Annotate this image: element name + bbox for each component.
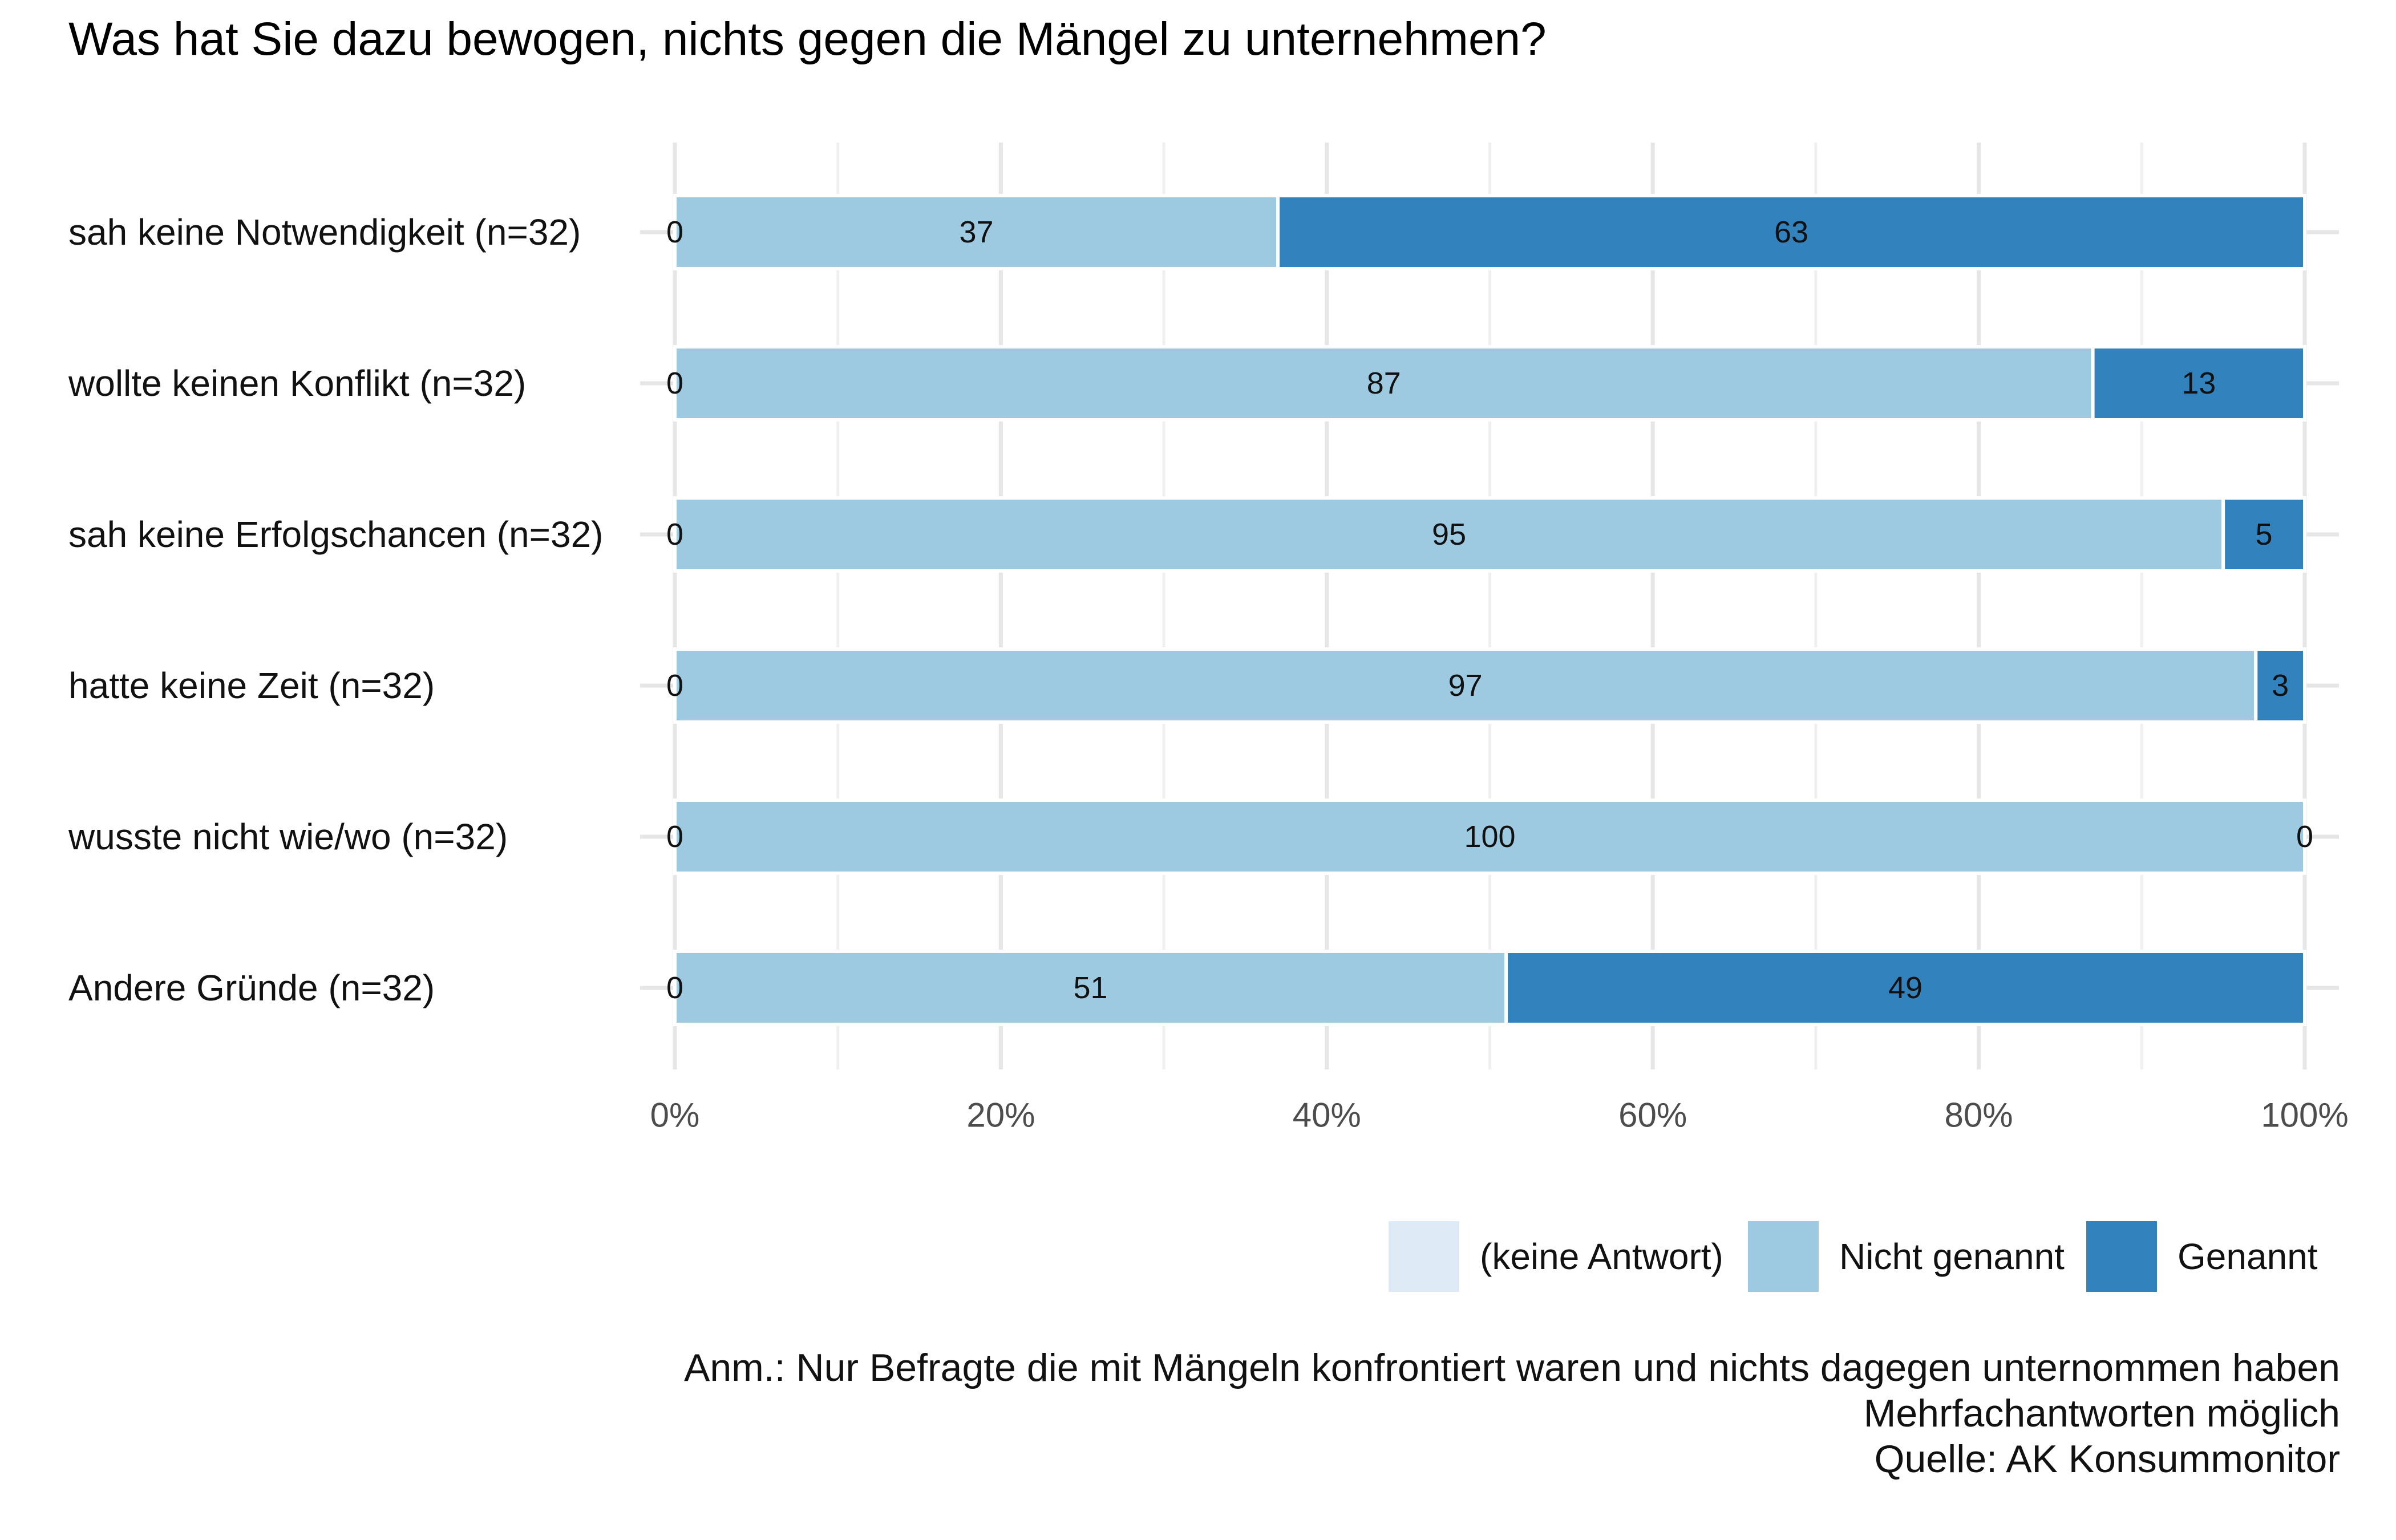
value-labels: 0 37 63 0 87 13 0 95 5 0 97 3 0 100 0 0 51 49: [666, 215, 2313, 1005]
bar-segment: [2254, 647, 2307, 724]
category-label: Andere Gründe (n=32): [68, 967, 435, 1008]
value-label: 95: [1432, 517, 1466, 552]
caption-note: Anm.: Nur Befragte die mit Mängeln konfr…: [683, 1346, 2340, 1389]
legend-label: Genannt: [2178, 1236, 2318, 1277]
legend-key: [1389, 1221, 1459, 1292]
bar-segment: [2091, 345, 2307, 422]
value-label: 0: [666, 517, 683, 552]
legend: (keine Antwort) Nicht genannt Genannt: [1389, 1221, 2318, 1292]
value-label: 49: [1888, 971, 1923, 1005]
value-label: 63: [1774, 215, 1808, 249]
bar-segment: [673, 345, 2095, 422]
bars: [673, 194, 2307, 1026]
category-label: hatte keine Zeit (n=32): [68, 665, 435, 706]
category-label: wusste nicht wie/wo (n=32): [68, 816, 508, 857]
value-label: 0: [666, 668, 683, 703]
x-tick-label: 80%: [1945, 1096, 2013, 1134]
bar-segment: [673, 194, 1280, 270]
value-label: 3: [2272, 668, 2289, 703]
x-axis-ticks: 0% 20% 40% 60% 80% 100%: [650, 1096, 2349, 1134]
value-label: 0: [2296, 820, 2313, 854]
grid-lines: [640, 143, 2339, 1069]
legend-key: [2086, 1221, 2157, 1292]
value-label: 0: [666, 366, 683, 400]
category-label: sah keine Erfolgschancen (n=32): [68, 514, 603, 555]
legend-label: (keine Antwort): [1480, 1236, 1723, 1277]
x-tick-label: 60%: [1618, 1096, 1687, 1134]
value-label: 0: [666, 215, 683, 249]
value-label: 5: [2256, 517, 2273, 552]
x-tick-label: 20%: [966, 1096, 1035, 1134]
legend-key: [1748, 1221, 1819, 1292]
bar-segment: [673, 950, 1508, 1026]
bar-segment: [673, 799, 2306, 875]
legend-label: Nicht genannt: [1839, 1236, 2065, 1277]
bar-segment: [2221, 496, 2306, 573]
value-label: 0: [666, 820, 683, 854]
x-tick-label: 0%: [650, 1096, 700, 1134]
value-label: 51: [1073, 971, 1107, 1005]
value-label: 87: [1367, 366, 1401, 400]
bar-segment: [1504, 950, 2307, 1026]
category-label: sah keine Notwendigkeit (n=32): [68, 212, 581, 253]
caption: Anm.: Nur Befragte die mit Mängeln konfr…: [684, 1345, 2340, 1482]
caption-source: Quelle: AK Konsummonitor: [1874, 1437, 2340, 1481]
x-tick-label: 40%: [1293, 1096, 1361, 1134]
x-tick-label: 100%: [2261, 1096, 2348, 1134]
bar-segment: [1276, 194, 2307, 270]
value-label: 37: [960, 215, 994, 249]
value-label: 97: [1448, 668, 1483, 703]
caption-multiple-answers: Mehrfachantworten möglich: [1863, 1392, 2340, 1435]
chart-title: Was hat Sie dazu bewogen, nichts gegen d…: [68, 13, 1547, 65]
category-labels: sah keine Notwendigkeit (n=32) wollte kei…: [68, 212, 603, 1008]
value-label: 100: [1464, 820, 1515, 854]
value-label: 13: [2182, 366, 2216, 400]
category-label: wollte keinen Konflikt (n=32): [68, 363, 526, 404]
value-label: 0: [666, 971, 683, 1005]
